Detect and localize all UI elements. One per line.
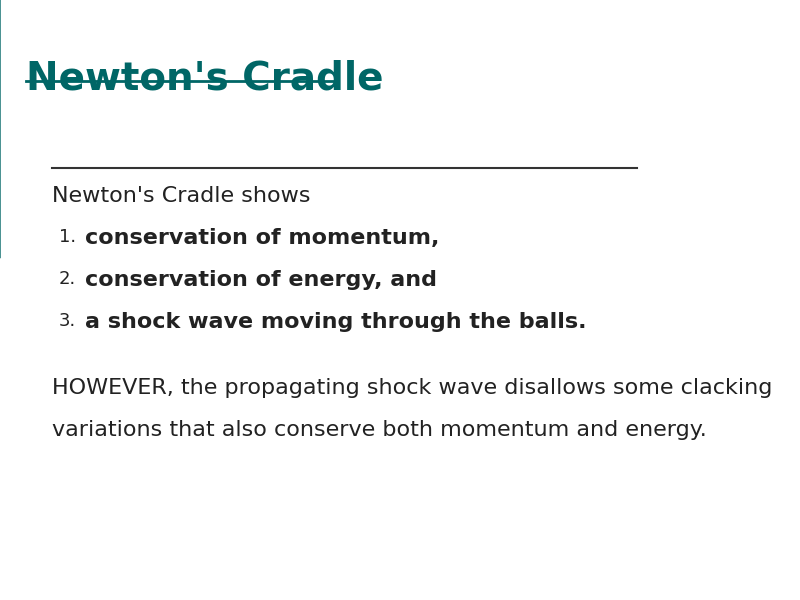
Text: conservation of energy, and: conservation of energy, and: [85, 270, 437, 290]
Text: HOWEVER, the propagating shock wave disallows some clacking: HOWEVER, the propagating shock wave disa…: [52, 378, 772, 398]
Text: 1.: 1.: [58, 228, 76, 246]
Text: Newton's Cradle: Newton's Cradle: [26, 60, 383, 98]
Text: Newton's Cradle shows: Newton's Cradle shows: [52, 186, 310, 206]
Text: conservation of momentum,: conservation of momentum,: [85, 228, 439, 248]
Text: variations that also conserve both momentum and energy.: variations that also conserve both momen…: [52, 420, 706, 440]
Text: a shock wave moving through the balls.: a shock wave moving through the balls.: [85, 312, 586, 332]
Text: 2.: 2.: [58, 270, 76, 288]
Text: 3.: 3.: [58, 312, 76, 330]
